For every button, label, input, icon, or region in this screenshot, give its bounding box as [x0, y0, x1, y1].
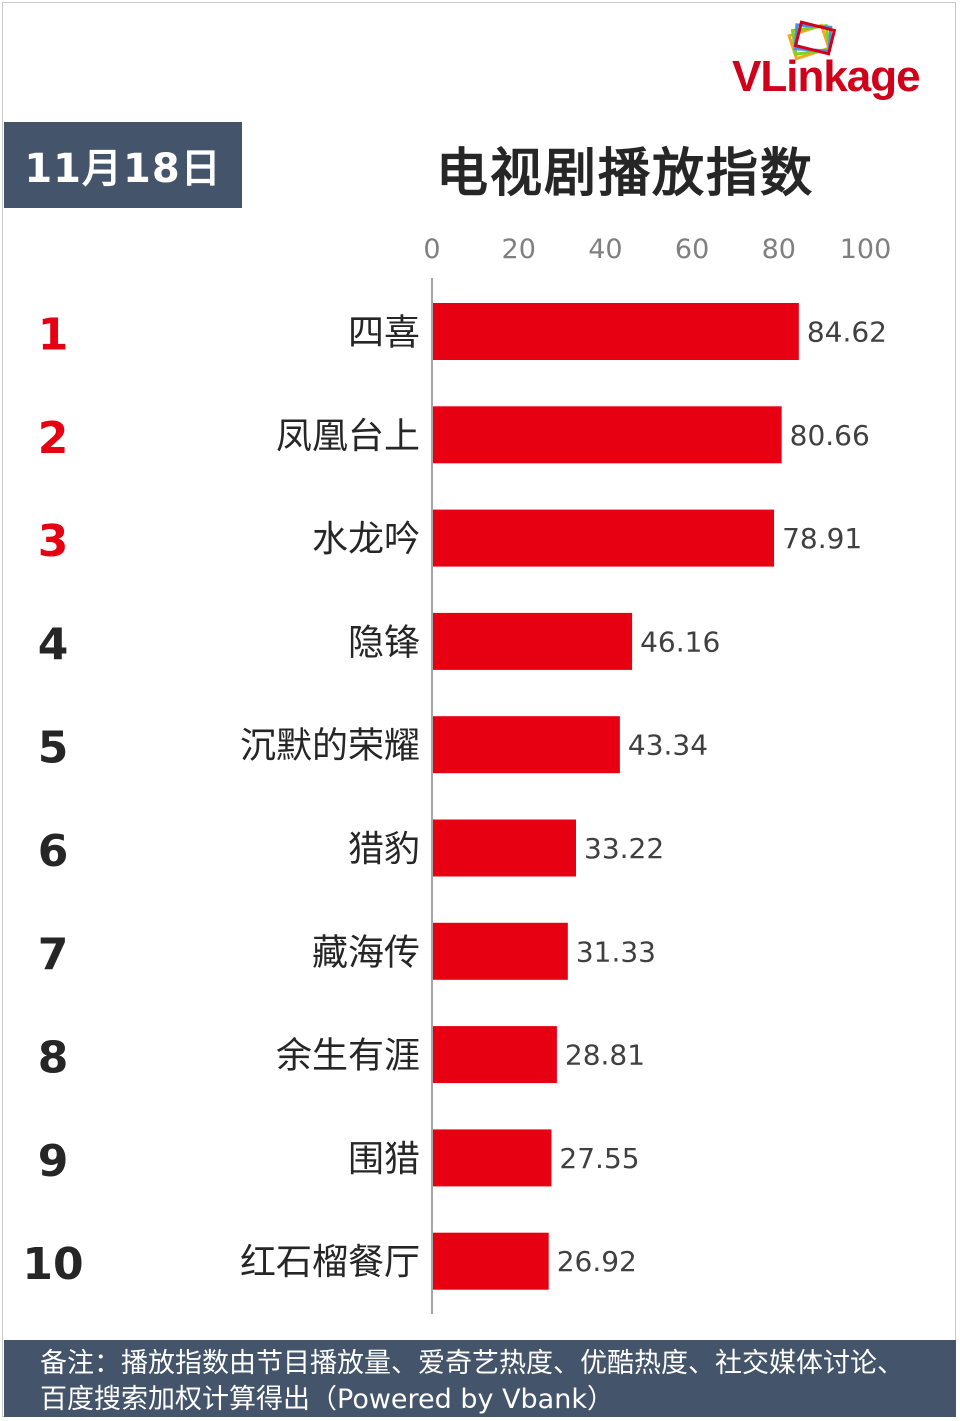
category-label: 四喜: [348, 313, 420, 354]
logo-wordmark: VLinkage: [732, 52, 921, 102]
x-tick-label: 20: [502, 234, 536, 265]
vlinkage-logo: VLinkage: [728, 14, 954, 110]
bar: [433, 303, 799, 360]
bar: [433, 1129, 552, 1187]
category-label: 猎豹: [348, 829, 420, 870]
category-label: 红石榴餐厅: [240, 1242, 420, 1283]
x-tick-label: 0: [423, 234, 440, 265]
bar: [433, 819, 577, 877]
bar: [433, 922, 568, 980]
category-label: 藏海传: [312, 932, 420, 973]
logo-text-rest: inkage: [786, 52, 920, 101]
category-label: 围猎: [348, 1139, 420, 1180]
value-label: 27.55: [559, 1142, 639, 1175]
bar: [433, 1232, 549, 1290]
rank-number: 9: [38, 1136, 69, 1187]
x-tick-label: 100: [840, 234, 892, 265]
value-label: 78.91: [782, 522, 862, 555]
bar: [433, 716, 620, 774]
rank-number: 7: [38, 929, 69, 980]
bar: [433, 612, 633, 670]
value-label: 33.22: [584, 832, 664, 865]
rank-number: 1: [38, 310, 69, 361]
bar: [433, 1026, 557, 1084]
logo-cards-icon: [787, 20, 837, 61]
footer-note: 备注：播放指数由节目播放量、爱奇艺热度、优酷热度、社交媒体讨论、百度搜索加权计算…: [4, 1340, 956, 1417]
category-label: 水龙吟: [312, 519, 420, 560]
value-label: 80.66: [790, 419, 870, 452]
x-tick-label: 80: [762, 234, 796, 265]
value-label: 84.62: [807, 316, 887, 349]
rank-number: 6: [38, 826, 69, 877]
logo-text-vl: VL: [732, 52, 787, 101]
category-label: 余生有涯: [276, 1036, 420, 1077]
bar: [433, 406, 782, 464]
rank-number: 8: [38, 1033, 69, 1084]
rank-number: 10: [22, 1239, 83, 1290]
chart-title: 电视剧播放指数: [435, 143, 814, 204]
x-tick-label: 40: [588, 234, 622, 265]
category-label: 凤凰台上: [276, 416, 420, 457]
bar-chart: 0 20 40 60 80 100 84.62 四喜 1 80.66 凤凰台上 2 78.91 水龙吟 3 4…: [22, 234, 892, 1314]
rank-number: 3: [38, 516, 69, 567]
category-label: 沉默的荣耀: [240, 726, 420, 767]
rank-number: 4: [38, 619, 69, 670]
date-badge: 11月18日: [4, 122, 242, 208]
x-tick-label: 60: [675, 234, 709, 265]
rank-number: 2: [38, 413, 69, 464]
value-label: 26.92: [557, 1245, 637, 1278]
bar: [433, 509, 775, 567]
value-label: 46.16: [640, 625, 720, 658]
category-label: 隐锋: [348, 622, 420, 663]
rank-number: 5: [38, 723, 69, 774]
value-label: 31.33: [576, 935, 656, 968]
value-label: 28.81: [565, 1039, 645, 1072]
value-label: 43.34: [628, 729, 708, 762]
